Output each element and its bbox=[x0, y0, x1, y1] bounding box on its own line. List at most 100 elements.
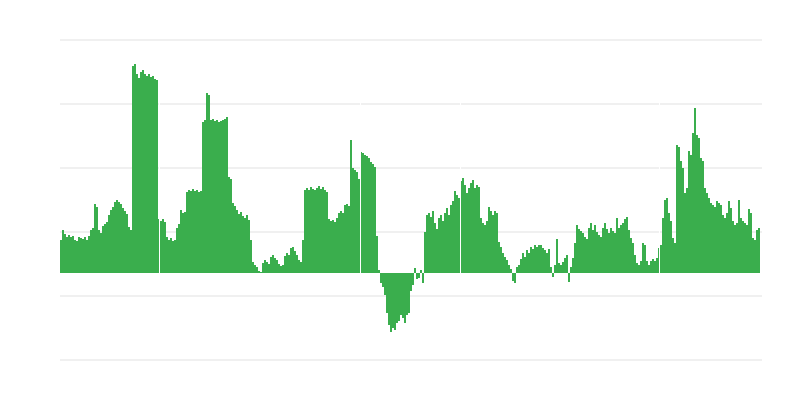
bar bbox=[84, 237, 86, 273]
bar bbox=[468, 188, 470, 273]
bar bbox=[228, 177, 230, 273]
bar bbox=[644, 245, 646, 273]
bar bbox=[548, 249, 550, 273]
bar bbox=[406, 273, 408, 315]
bar bbox=[226, 117, 228, 273]
bar bbox=[98, 230, 100, 273]
bar bbox=[144, 74, 146, 273]
bar bbox=[346, 204, 348, 273]
bar bbox=[650, 261, 652, 273]
bar bbox=[494, 211, 496, 273]
bar bbox=[116, 200, 118, 273]
bar bbox=[64, 234, 66, 273]
bar bbox=[296, 255, 298, 273]
bar bbox=[190, 191, 192, 273]
bar bbox=[704, 188, 706, 273]
bar bbox=[634, 255, 636, 273]
bar bbox=[448, 215, 450, 273]
bar bbox=[528, 253, 530, 273]
bar bbox=[402, 273, 404, 318]
bar bbox=[140, 72, 142, 273]
bar bbox=[442, 221, 444, 273]
bar bbox=[68, 235, 70, 273]
bar bbox=[536, 247, 538, 273]
bar bbox=[476, 185, 478, 273]
bar bbox=[508, 265, 510, 273]
bar bbox=[664, 200, 666, 273]
bar bbox=[328, 219, 330, 273]
bar bbox=[260, 272, 262, 273]
bar bbox=[206, 93, 208, 273]
bar bbox=[358, 179, 360, 273]
bar bbox=[422, 273, 424, 283]
bar bbox=[368, 158, 370, 273]
bar bbox=[668, 213, 670, 273]
bar bbox=[172, 241, 174, 273]
bar bbox=[322, 187, 324, 273]
bar bbox=[724, 218, 726, 273]
bar bbox=[748, 209, 750, 273]
bar bbox=[178, 224, 180, 273]
bar bbox=[72, 236, 74, 273]
bar bbox=[526, 250, 528, 273]
bar bbox=[656, 258, 658, 273]
gridline bbox=[60, 103, 762, 105]
bar bbox=[276, 260, 278, 273]
bar bbox=[578, 229, 580, 273]
bar bbox=[164, 222, 166, 273]
bar bbox=[292, 247, 294, 273]
bar bbox=[516, 267, 518, 273]
bar bbox=[266, 262, 268, 273]
bar-gap-line bbox=[659, 55, 660, 273]
bar bbox=[550, 267, 552, 273]
bar bbox=[208, 95, 210, 273]
bar bbox=[110, 210, 112, 273]
bar bbox=[544, 250, 546, 273]
bar bbox=[62, 230, 64, 273]
bar bbox=[306, 188, 308, 273]
bar bbox=[562, 262, 564, 273]
bar bbox=[102, 226, 104, 273]
bar bbox=[720, 205, 722, 273]
bar bbox=[274, 258, 276, 273]
bar bbox=[284, 256, 286, 273]
bar bbox=[714, 207, 716, 273]
gridline bbox=[60, 359, 762, 361]
bar bbox=[162, 219, 164, 273]
bar bbox=[722, 215, 724, 273]
bar bbox=[218, 122, 220, 273]
bar bbox=[598, 235, 600, 273]
bar bbox=[410, 273, 412, 291]
bar bbox=[670, 221, 672, 273]
bar bbox=[112, 207, 114, 273]
bar bbox=[690, 155, 692, 273]
bar bbox=[556, 239, 558, 273]
bar bbox=[558, 263, 560, 273]
bar bbox=[216, 120, 218, 273]
bar bbox=[384, 273, 386, 295]
bar bbox=[264, 260, 266, 273]
bar bbox=[700, 158, 702, 273]
bar bbox=[702, 161, 704, 273]
bar bbox=[314, 190, 316, 273]
bar bbox=[458, 198, 460, 273]
bar bbox=[232, 203, 234, 273]
bar bbox=[460, 181, 462, 273]
bar bbox=[234, 206, 236, 273]
bar bbox=[756, 230, 758, 273]
bar bbox=[124, 211, 126, 273]
bar bbox=[298, 260, 300, 273]
bar bbox=[120, 204, 122, 273]
bar bbox=[662, 218, 664, 273]
bar bbox=[612, 231, 614, 273]
bar bbox=[236, 210, 238, 273]
bar bbox=[134, 64, 136, 273]
bar bbox=[194, 191, 196, 273]
bar bbox=[580, 231, 582, 273]
bar bbox=[302, 240, 304, 273]
bar bbox=[532, 249, 534, 273]
bar bbox=[88, 236, 90, 273]
bar bbox=[614, 233, 616, 273]
bar bbox=[240, 212, 242, 273]
bar bbox=[640, 261, 642, 273]
